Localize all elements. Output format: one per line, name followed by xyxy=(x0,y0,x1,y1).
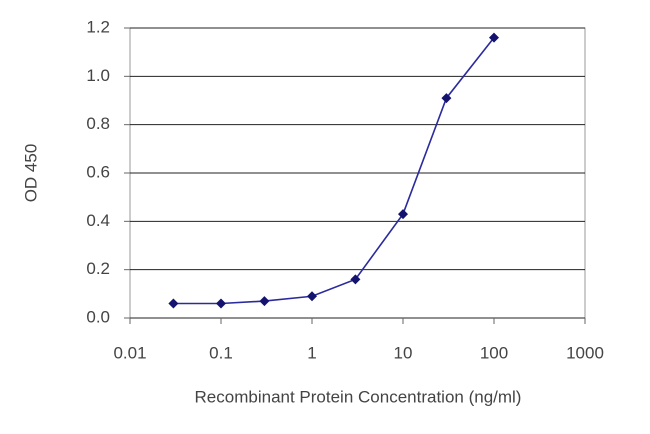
marker xyxy=(168,298,179,309)
x-tick-label: 0.1 xyxy=(209,343,233,362)
y-axis-label: OD 450 xyxy=(21,144,40,203)
line xyxy=(173,37,495,305)
x-tick-label: 1 xyxy=(307,343,316,362)
y-tick-label: 0.4 xyxy=(86,211,110,230)
x-tick-label: 10 xyxy=(394,343,413,362)
y-tick-label: 0.6 xyxy=(86,162,110,181)
marker xyxy=(441,93,452,104)
y-tick-label: 0.8 xyxy=(86,114,110,133)
marker xyxy=(398,209,408,220)
x-tick-label: 1000 xyxy=(566,343,604,362)
marker xyxy=(259,296,270,307)
marker xyxy=(307,291,317,302)
y-tick-label: 1.2 xyxy=(86,17,110,36)
y-tick-label: 1.0 xyxy=(86,66,110,85)
x-tick-label: 0.01 xyxy=(113,343,146,362)
y-tick-label: 0.2 xyxy=(86,259,110,278)
marker xyxy=(350,274,361,285)
marker xyxy=(216,298,226,309)
marker xyxy=(489,32,499,43)
x-axis-label: Recombinant Protein Concentration (ng/ml… xyxy=(195,387,522,406)
y-tick-label: 0.0 xyxy=(86,307,110,326)
x-tick-label: 100 xyxy=(480,343,508,362)
